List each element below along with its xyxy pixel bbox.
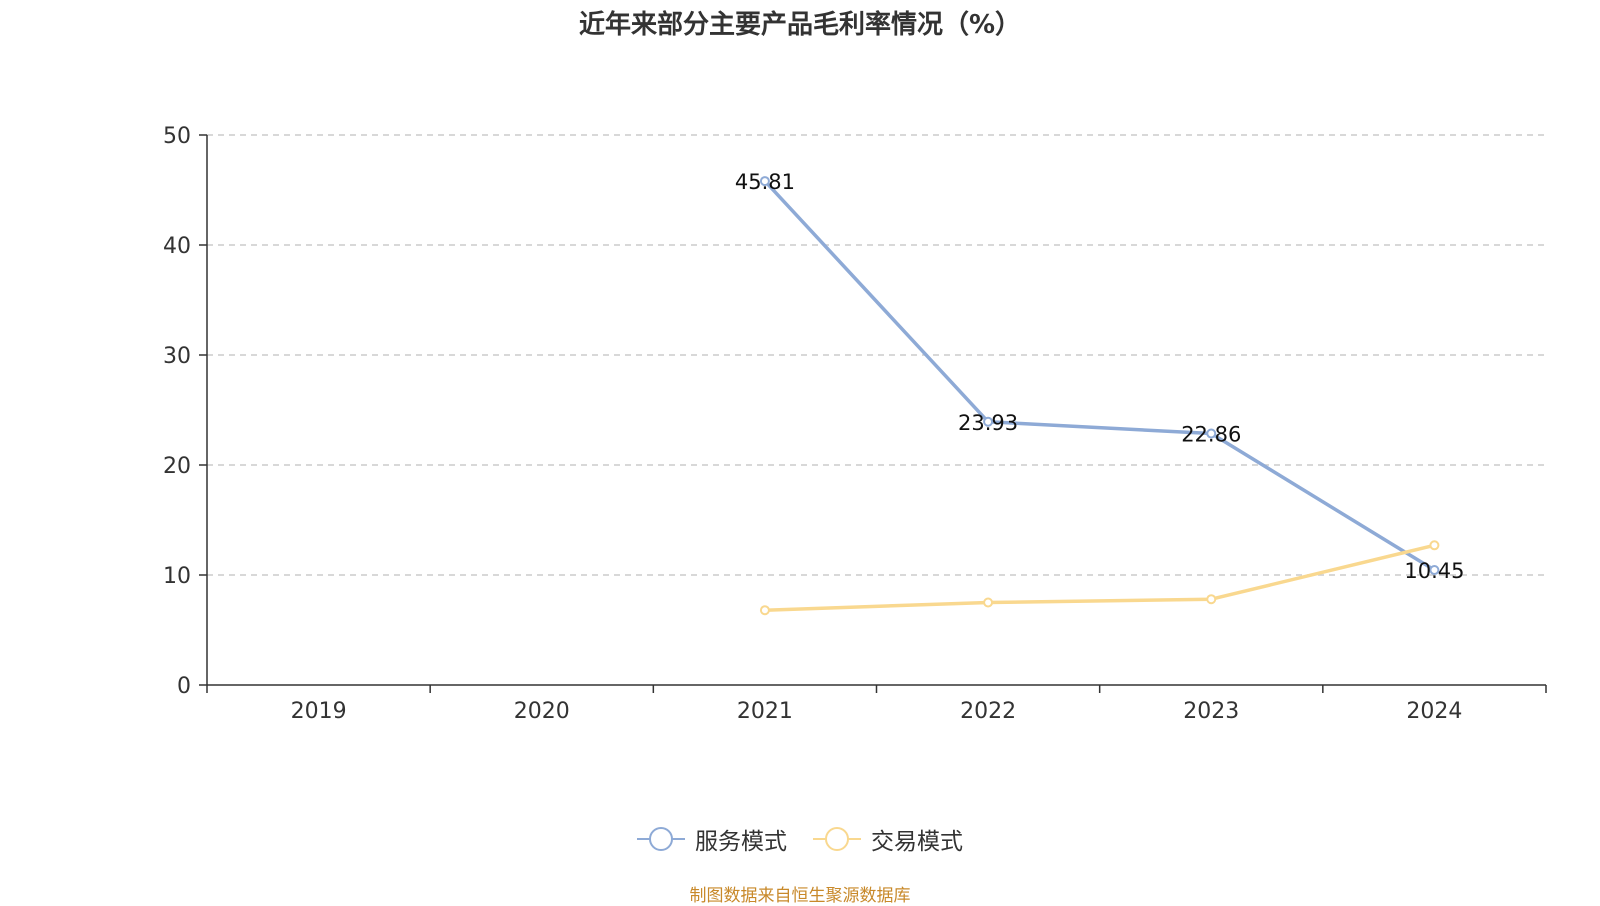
data-point <box>983 597 994 608</box>
chart-title: 近年来部分主要产品毛利率情况（%） <box>578 10 1022 40</box>
data-point <box>983 416 994 427</box>
legend-marker-icon <box>813 827 861 851</box>
series-line <box>764 543 1435 612</box>
data-point <box>759 605 770 616</box>
source-note: 制图数据来自恒生聚源数据库 <box>689 886 911 906</box>
axes: 0 10 20 30 40 50 2019 2020 2021 2022 2023 2024 <box>163 124 1547 724</box>
x-tick-label: 2021 <box>737 699 793 724</box>
data-point <box>759 176 770 187</box>
data-label: 22.86 <box>1181 423 1241 447</box>
legend-marker-icon <box>637 827 685 851</box>
legend: 服务模式 交易模式 <box>0 822 1600 856</box>
x-tick-label: 2023 <box>1183 699 1239 724</box>
y-tick-label: 0 <box>177 674 191 699</box>
gridlines <box>207 134 1546 576</box>
x-tick-label: 2019 <box>291 699 347 724</box>
legend-item-service[interactable]: 服务模式 <box>637 822 787 856</box>
y-tick-label: 10 <box>163 564 191 589</box>
y-tick-label: 30 <box>163 344 191 369</box>
y-tick-label: 50 <box>163 124 191 149</box>
series-line <box>763 179 1436 572</box>
legend-item-trade[interactable]: 交易模式 <box>813 822 963 856</box>
series-lines <box>759 176 1440 616</box>
data-label: 10.45 <box>1404 559 1464 583</box>
data-point <box>1429 540 1440 551</box>
data-point <box>1429 565 1440 576</box>
x-tick-label: 2024 <box>1406 699 1462 724</box>
x-tick-label: 2022 <box>960 699 1016 724</box>
data-label: 45.81 <box>735 170 795 194</box>
data-label: 23.93 <box>958 411 1018 435</box>
data-point <box>1206 594 1217 605</box>
x-tick-label: 2020 <box>514 699 570 724</box>
y-tick-label: 40 <box>163 234 191 259</box>
legend-label: 交易模式 <box>871 829 963 855</box>
data-labels: 45.81 23.93 22.86 10.45 <box>735 170 1465 583</box>
y-tick-label: 20 <box>163 454 191 479</box>
legend-label: 服务模式 <box>695 829 787 855</box>
data-point <box>1206 428 1217 439</box>
